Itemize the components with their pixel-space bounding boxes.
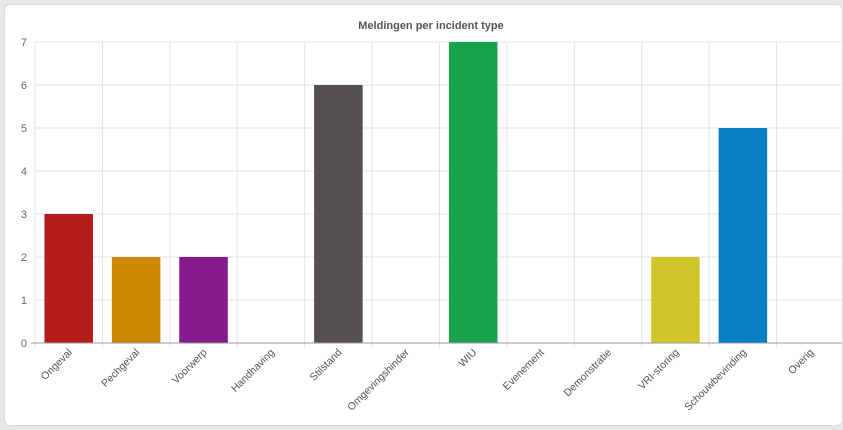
- bars: [44, 42, 768, 343]
- y-tick-label: 3: [21, 209, 27, 221]
- chart-title: Meldingen per incident type: [358, 20, 503, 32]
- x-tick-label: Stilstand: [308, 347, 345, 384]
- bar-pechgeval: [111, 257, 161, 343]
- x-tick-label: Demonstratie: [562, 347, 615, 400]
- y-tick-label: 2: [21, 252, 27, 264]
- bar-wiu: [448, 42, 498, 343]
- chart-panel: 0 1 2 3 4 5 6 7 Ongeval Pechgeval Voorwerp Handhavi…: [4, 4, 843, 426]
- y-tick-label: 1: [21, 295, 27, 307]
- bar-chart: 0 1 2 3 4 5 6 7 Ongeval Pechgeval Voorwerp Handhavi…: [21, 20, 842, 413]
- x-tick-label: Voorwerp: [170, 347, 210, 387]
- x-tick-label: VRI-storing: [636, 347, 682, 393]
- y-tick-label: 5: [21, 123, 27, 135]
- bar-schouwbevinding: [718, 128, 768, 343]
- grid-lines: [34, 41, 842, 348]
- y-tick-label: 4: [21, 166, 27, 178]
- x-tick-label: WIU: [456, 347, 479, 370]
- bar-stilstand: [314, 85, 363, 343]
- x-tick-label: Schouwbevinding: [682, 347, 749, 414]
- tick-labels: 0 1 2 3 4 5 6 7 Ongeval Pechgeval Voorwerp Handhavi…: [21, 37, 817, 413]
- x-tick-label: Omgevingshinder: [345, 346, 412, 413]
- y-tick-label: 7: [21, 37, 27, 49]
- x-tick-label: Evenement: [501, 347, 547, 393]
- bar-ongeval: [44, 214, 93, 343]
- x-tick-label: Ongeval: [39, 347, 75, 383]
- x-tick-label: Overig: [786, 347, 816, 377]
- y-tick-label: 0: [21, 338, 27, 350]
- y-tick-label: 6: [21, 80, 27, 92]
- bar-vri-storing: [651, 257, 700, 343]
- x-tick-label: Handhaving: [229, 347, 277, 395]
- bar-voorwerp: [179, 257, 228, 343]
- x-tick-label: Pechgeval: [99, 347, 142, 390]
